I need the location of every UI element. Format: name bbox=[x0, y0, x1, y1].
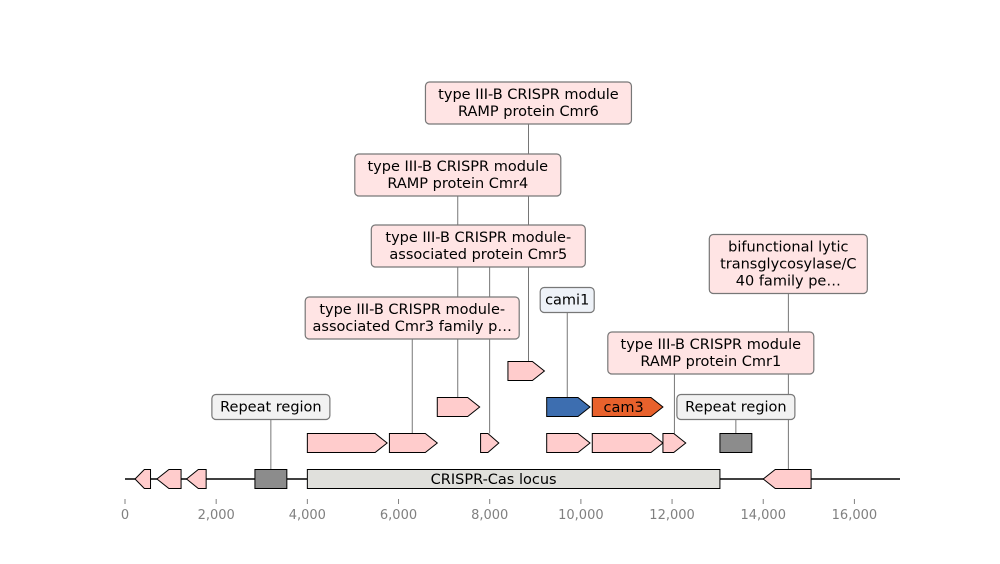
x-tick-label: 0 bbox=[121, 508, 129, 523]
feature-label-text: type III-B CRISPR module bbox=[621, 337, 802, 353]
feature-label-text: RAMP protein Cmr4 bbox=[387, 176, 528, 192]
feature-label-text: transglycosylase/C bbox=[720, 257, 856, 273]
gene-feature bbox=[591, 433, 664, 453]
feature-label-box bbox=[424, 81, 633, 125]
features: CRISPR-Cas locus cam3 bbox=[134, 361, 812, 489]
locus-label: CRISPR-Cas locus bbox=[431, 472, 557, 488]
x-tick-label: 8,000 bbox=[471, 508, 508, 523]
gene-feature bbox=[480, 433, 500, 453]
gene-feature bbox=[762, 469, 812, 489]
feature-label-box bbox=[708, 233, 868, 295]
gene-feature bbox=[546, 433, 591, 453]
feature-label-text: 40 family pe… bbox=[736, 274, 841, 290]
feature-label-text: RAMP protein Cmr6 bbox=[458, 104, 599, 120]
feature-label-box bbox=[304, 296, 520, 340]
gene-feature bbox=[156, 469, 182, 489]
feature-label-box bbox=[676, 393, 796, 421]
x-tick-label: 12,000 bbox=[649, 508, 695, 523]
feature-labels: Repeat region bifunctional lytictransglyc… bbox=[211, 81, 868, 421]
gene-feature bbox=[306, 433, 388, 453]
feature-inner-label: cam3 bbox=[604, 400, 644, 416]
gene-feature bbox=[546, 397, 591, 417]
x-tick-label: 16,000 bbox=[832, 508, 878, 523]
feature-label-text: Repeat region bbox=[220, 400, 322, 416]
gene-feature bbox=[719, 433, 753, 453]
gene-feature bbox=[507, 361, 546, 381]
feature-label-text: bifunctional lytic bbox=[728, 240, 848, 256]
feature-label-text: type III-B CRISPR module- bbox=[319, 302, 505, 318]
gene-feature bbox=[254, 469, 288, 489]
feature-label-box bbox=[607, 331, 815, 375]
gene-feature bbox=[591, 397, 664, 417]
feature-label-box bbox=[354, 153, 562, 197]
x-tick-label: 10,000 bbox=[558, 508, 604, 523]
feature-label-box bbox=[211, 393, 331, 421]
gene-feature bbox=[436, 397, 481, 417]
feature-label-text: RAMP protein Cmr1 bbox=[640, 354, 781, 370]
x-tick-label: 14,000 bbox=[740, 508, 786, 523]
gene-feature bbox=[134, 469, 152, 489]
feature-label-text: Repeat region bbox=[685, 400, 787, 416]
x-axis: 0 2,000 4,000 6,000 8,000 10,000 12,000 14,000 1… bbox=[121, 499, 900, 523]
feature-label-text: associated protein Cmr5 bbox=[389, 247, 567, 263]
feature-label-box bbox=[370, 224, 586, 268]
x-tick-label: 6,000 bbox=[380, 508, 417, 523]
feature-label-box bbox=[539, 286, 595, 314]
crispr-cas-locus bbox=[306, 469, 721, 489]
x-tick-label: 2,000 bbox=[198, 508, 235, 523]
feature-label-text: type III-B CRISPR module- bbox=[385, 230, 571, 246]
gene-feature bbox=[388, 433, 439, 453]
gene-feature bbox=[662, 433, 687, 453]
feature-label-text: type III-B CRISPR module bbox=[438, 87, 619, 103]
x-tick-label: 4,000 bbox=[289, 508, 326, 523]
gene-feature bbox=[185, 469, 207, 489]
feature-label-text: associated Cmr3 family p… bbox=[313, 319, 512, 335]
feature-label-text: type III-B CRISPR module bbox=[368, 159, 549, 175]
feature-label-text: cami1 bbox=[545, 293, 589, 309]
